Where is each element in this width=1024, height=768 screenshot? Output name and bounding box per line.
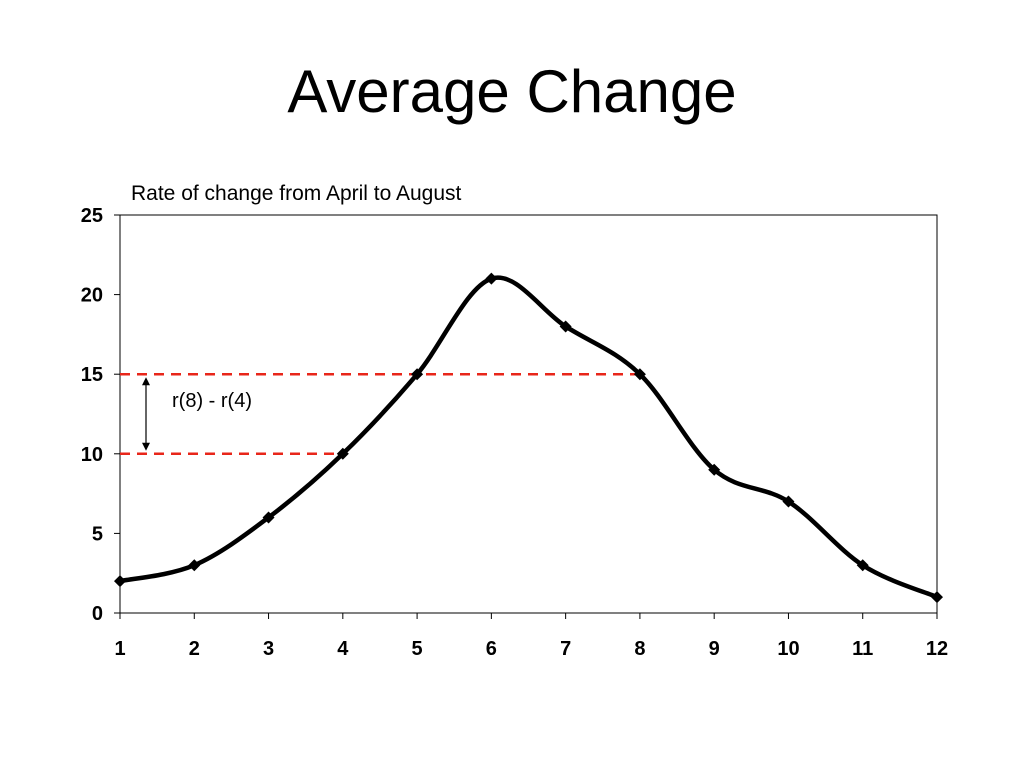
x-tick-label: 6 [486, 638, 497, 660]
x-tick-label: 7 [560, 638, 571, 660]
x-tick-label: 10 [777, 638, 799, 660]
plot-border [119, 214, 938, 614]
x-tick-label: 8 [634, 638, 645, 660]
slide-title: Average Change [287, 58, 737, 125]
plot-area [119, 214, 938, 614]
x-tick-label: 9 [709, 638, 720, 660]
y-tick-label: 0 [92, 603, 103, 625]
data-point [559, 320, 572, 333]
data-point [485, 272, 498, 285]
data-point [336, 447, 349, 460]
y-tick-label: 5 [92, 523, 103, 545]
data-point [856, 559, 869, 572]
x-axis: 1 2 3 4 5 6 7 8 9 10 11 12 [114, 613, 948, 660]
y-axis: 0 5 10 15 20 25 [81, 205, 120, 625]
y-tick-label: 10 [81, 444, 103, 466]
data-point [708, 463, 721, 476]
annotation-label: r(8) - r(4) [172, 390, 252, 412]
difference-annotation: r(8) - r(4) [142, 377, 252, 451]
data-point [782, 495, 795, 508]
chart-title: Rate of change from April to August [131, 182, 462, 205]
x-tick-label: 5 [412, 638, 423, 660]
data-point [188, 559, 201, 572]
x-tick-label: 2 [189, 638, 200, 660]
data-point [262, 511, 275, 524]
series-group [117, 275, 940, 600]
arrow-down-icon [142, 442, 150, 451]
x-tick-label: 3 [263, 638, 274, 660]
x-tick-label: 11 [852, 638, 873, 660]
data-point [114, 575, 126, 588]
arrow-up-icon [142, 377, 150, 386]
y-tick-label: 15 [81, 364, 103, 386]
y-tick-label: 25 [81, 205, 103, 227]
x-tick-label: 4 [337, 638, 349, 660]
data-point [633, 368, 646, 381]
data-markers [114, 272, 943, 604]
x-tick-label: 12 [926, 638, 948, 660]
y-tick-label: 20 [81, 285, 103, 307]
data-point [411, 368, 424, 381]
data-point [931, 591, 943, 604]
x-tick-label: 1 [114, 638, 125, 660]
reference-lines [120, 372, 640, 456]
series-line [117, 275, 940, 600]
